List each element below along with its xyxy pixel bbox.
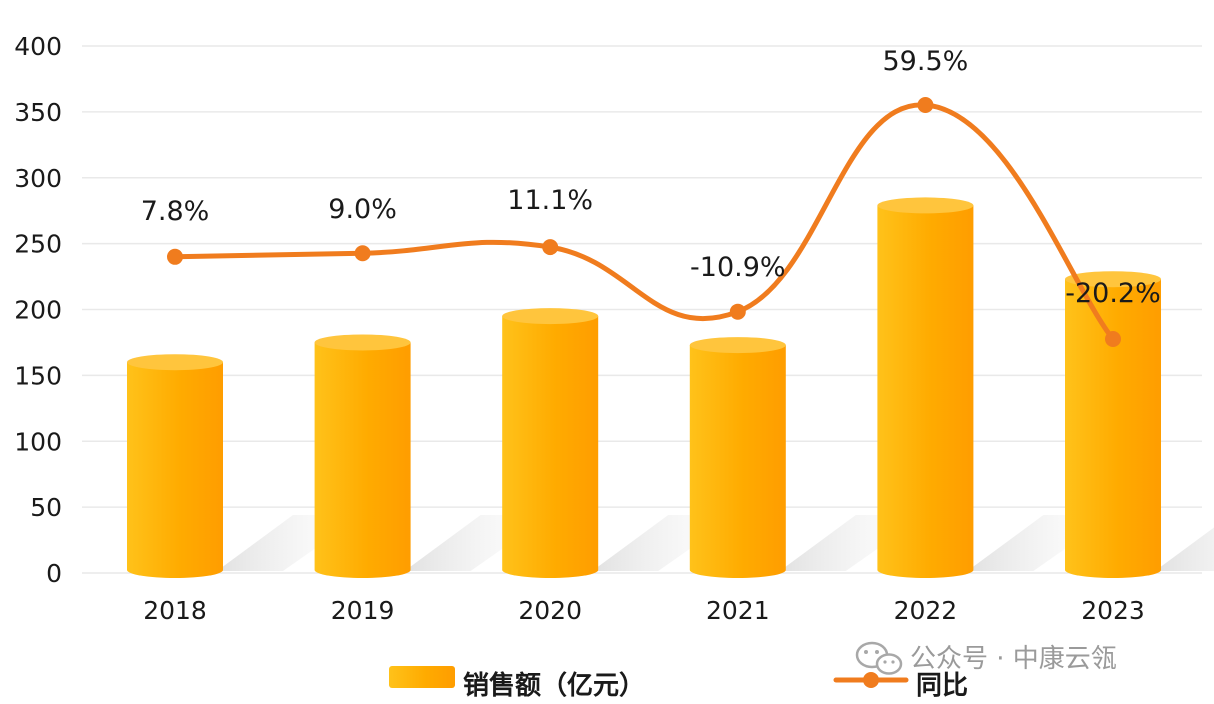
y-axis: 0 50 100 150 200 250 300 350 400 [14, 32, 62, 588]
bar-top [1065, 271, 1161, 288]
x-tick-label: 2020 [518, 596, 582, 625]
yoy-data-label: -20.2% [1065, 278, 1161, 309]
bar-top [127, 354, 223, 371]
bar [877, 205, 974, 579]
yoy-line [167, 97, 1121, 347]
bars [127, 197, 1161, 579]
x-tick-label: 2021 [706, 596, 770, 625]
yoy-data-label: 11.1% [507, 185, 593, 216]
x-tick-label: 2018 [143, 596, 207, 625]
y-tick-label: 100 [14, 427, 62, 456]
bar [689, 345, 786, 578]
legend-label-yoy: 同比 [916, 671, 968, 701]
wechat-icon [855, 641, 903, 675]
y-tick-label: 350 [14, 98, 62, 127]
watermark: 公众号 · 中康云瓴 [855, 641, 1117, 675]
data-labels: 7.8% 9.0% 11.1% -10.9% 59.5% -20.2% [141, 46, 1161, 309]
x-axis: 2018 2019 2020 2021 2022 2023 [143, 596, 1145, 625]
bar [127, 362, 223, 578]
yoy-data-label: 9.0% [328, 194, 397, 225]
x-tick-label: 2019 [331, 596, 395, 625]
x-tick-label: 2023 [1081, 596, 1145, 625]
legend: 销售额（亿元） 同比 [389, 666, 968, 701]
legend-item-sales: 销售额（亿元） [389, 666, 645, 701]
yoy-data-label: 7.8% [141, 196, 210, 227]
yoy-point [1105, 331, 1121, 347]
bar [314, 342, 411, 578]
yoy-data-label: -10.9% [690, 252, 786, 283]
yoy-point [917, 97, 934, 113]
yoy-point [354, 245, 371, 262]
yoy-point [167, 248, 183, 265]
yoy-data-label: 59.5% [883, 46, 969, 77]
bar-top [502, 308, 599, 325]
y-tick-label: 0 [46, 559, 62, 588]
y-tick-label: 250 [14, 230, 62, 259]
yoy-point [542, 239, 559, 256]
legend-marker-yoy [863, 672, 879, 688]
bar-top [877, 197, 974, 214]
x-tick-label: 2022 [894, 596, 958, 625]
bar [1065, 279, 1161, 578]
yoy-point [729, 303, 746, 320]
bar [502, 316, 599, 578]
y-tick-label: 400 [14, 32, 62, 61]
legend-swatch-sales [389, 666, 455, 688]
bar-top [314, 334, 411, 351]
legend-label-sales: 销售额（亿元） [463, 670, 645, 701]
watermark-text: 公众号 · 中康云瓴 [910, 644, 1117, 674]
y-tick-label: 50 [30, 493, 62, 522]
grid-lines [82, 45, 1202, 574]
legend-item-yoy: 同比 [833, 671, 968, 701]
y-tick-label: 200 [14, 296, 62, 325]
bar-shadow [1155, 527, 1214, 571]
y-tick-label: 150 [14, 361, 62, 390]
bar-top [689, 337, 786, 354]
y-tick-label: 300 [14, 164, 62, 193]
